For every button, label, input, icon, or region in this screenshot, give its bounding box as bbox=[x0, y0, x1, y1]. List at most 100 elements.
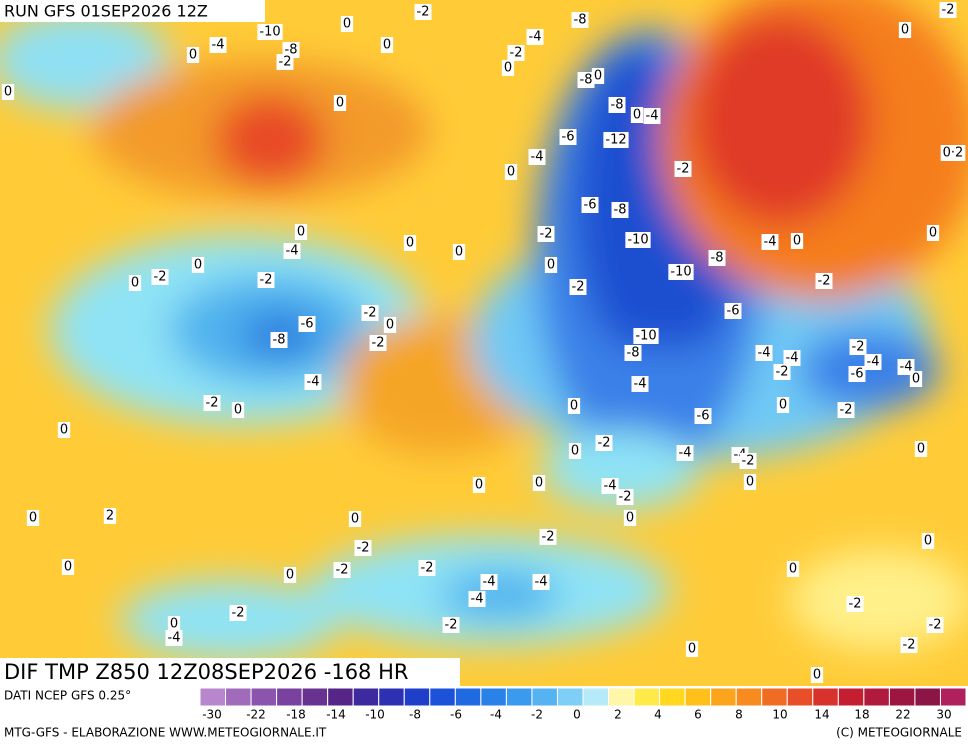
contour-label-box bbox=[926, 617, 944, 633]
colorbar-swatch bbox=[582, 687, 610, 707]
contour-label: -8 bbox=[273, 333, 286, 348]
contour-label: -6 bbox=[697, 409, 710, 424]
contour-label-box bbox=[685, 641, 699, 657]
colorbar-swatch bbox=[659, 687, 686, 707]
contour-label-box bbox=[380, 37, 394, 53]
colorbar-label: -6 bbox=[450, 708, 462, 722]
contour-label-box bbox=[526, 29, 544, 45]
contour-label-box bbox=[361, 305, 379, 321]
contour-label: 0 bbox=[189, 48, 197, 63]
contour-label-box bbox=[668, 264, 694, 280]
map-title: DIF TMP Z850 12Z08SEP2026 -168 HR bbox=[4, 660, 408, 684]
contour-label: -8 bbox=[574, 13, 587, 28]
contour-label: -4 bbox=[286, 244, 299, 259]
contour-label-box bbox=[257, 24, 283, 40]
contour-label: -2 bbox=[336, 563, 349, 578]
colorbar-swatch bbox=[735, 687, 763, 707]
contour-label-box bbox=[294, 224, 308, 240]
contour-label: -4 bbox=[764, 235, 777, 250]
contour-label-box bbox=[340, 16, 354, 32]
contour-label-box bbox=[846, 596, 864, 612]
contour-label: -6 bbox=[851, 367, 864, 382]
contour-label-box bbox=[849, 339, 867, 355]
colorbar-label: 10 bbox=[772, 708, 787, 722]
contour-label: 0 bbox=[29, 511, 37, 526]
colorbar-swatch bbox=[786, 687, 814, 707]
contour-label: -2 bbox=[929, 618, 942, 633]
contour-label: 0 bbox=[170, 617, 178, 632]
contour-label-box bbox=[231, 402, 245, 418]
contour-label-box bbox=[452, 244, 466, 260]
contour-label-box bbox=[761, 234, 779, 250]
colorbar-swatch bbox=[378, 687, 405, 707]
contour-label: -2 bbox=[542, 530, 555, 545]
contour-label-box bbox=[577, 72, 595, 88]
contour-label: -8 bbox=[614, 203, 627, 218]
contour-label-box bbox=[739, 453, 757, 469]
colorbar-swatch bbox=[633, 687, 661, 707]
contour-label-box bbox=[568, 443, 582, 459]
contour-label: -4 bbox=[529, 30, 542, 45]
contour-label-box bbox=[165, 630, 183, 646]
contour-label: -2 bbox=[232, 606, 245, 621]
contour-label-box bbox=[544, 257, 558, 273]
contour-label-box bbox=[694, 408, 712, 424]
contour-label: 0 bbox=[131, 276, 139, 291]
run-label: RUN GFS 01SEP2026 12Z bbox=[4, 2, 208, 21]
contour-label: 0 bbox=[789, 562, 797, 577]
contour-label-box bbox=[921, 533, 935, 549]
contour-label-box bbox=[776, 397, 790, 413]
contour-label: -2 bbox=[510, 46, 523, 61]
contour-label: -8 bbox=[580, 73, 593, 88]
contour-label: -4 bbox=[483, 575, 496, 590]
contour-label: 0 bbox=[504, 61, 512, 76]
contour-label-box bbox=[103, 508, 117, 524]
contour-label-box bbox=[257, 272, 275, 288]
colorbar-label: -18 bbox=[286, 708, 306, 722]
contour-label: -4 bbox=[307, 375, 320, 390]
contour-label-box bbox=[468, 591, 486, 607]
contour-label: -4 bbox=[535, 575, 548, 590]
contour-label-box bbox=[676, 445, 694, 461]
contour-label: -2 bbox=[742, 454, 755, 469]
contour-label-box bbox=[167, 616, 181, 632]
contour-label-box bbox=[504, 164, 518, 180]
contour-label: -4 bbox=[212, 38, 225, 53]
colorbar-swatch bbox=[480, 687, 507, 707]
colorbar-swatch bbox=[710, 687, 737, 707]
colorbar: -30 -22 -18 -14 -10 -8 -6 -4 -2 0 2 4 6 8 10 14 18 22 30 bbox=[199, 687, 967, 722]
contour-label-box bbox=[848, 366, 866, 382]
contour-label: 0 bbox=[455, 245, 463, 260]
contour-label: 0 bbox=[64, 560, 72, 575]
contour-label: -10 bbox=[259, 25, 280, 40]
contour-label-box bbox=[623, 510, 637, 526]
contour-label: -8 bbox=[627, 346, 640, 361]
contour-label: -2 bbox=[903, 638, 916, 653]
colorbar-label: 30 bbox=[936, 708, 951, 722]
footer-copyright: (C) METEOGIORNALE bbox=[836, 726, 962, 740]
contour-label: -4 bbox=[604, 479, 617, 494]
contour-label-box bbox=[369, 335, 387, 351]
contour-label-box bbox=[909, 371, 923, 387]
contour-label: 0 bbox=[507, 165, 515, 180]
contour-label: -4 bbox=[646, 109, 659, 124]
contour-label: 0 bbox=[286, 568, 294, 583]
contour-label: 2 bbox=[106, 509, 114, 524]
contour-label: -12 bbox=[605, 133, 626, 148]
contour-label-box bbox=[940, 145, 966, 161]
colorbar-label: -4 bbox=[490, 708, 502, 722]
contour-label-box bbox=[724, 303, 742, 319]
contour-label-box bbox=[128, 275, 142, 291]
colorbar-swatch bbox=[199, 687, 227, 707]
colorbar-label: 4 bbox=[654, 708, 662, 722]
contour-label-box bbox=[276, 54, 294, 70]
contour-label-box bbox=[26, 510, 40, 526]
colorbar-swatch bbox=[939, 687, 967, 707]
contour-label: 0 bbox=[547, 258, 555, 273]
contour-label: -2 bbox=[421, 561, 434, 576]
colorbar-label: -14 bbox=[326, 708, 346, 722]
contour-label: 0 bbox=[194, 258, 202, 273]
